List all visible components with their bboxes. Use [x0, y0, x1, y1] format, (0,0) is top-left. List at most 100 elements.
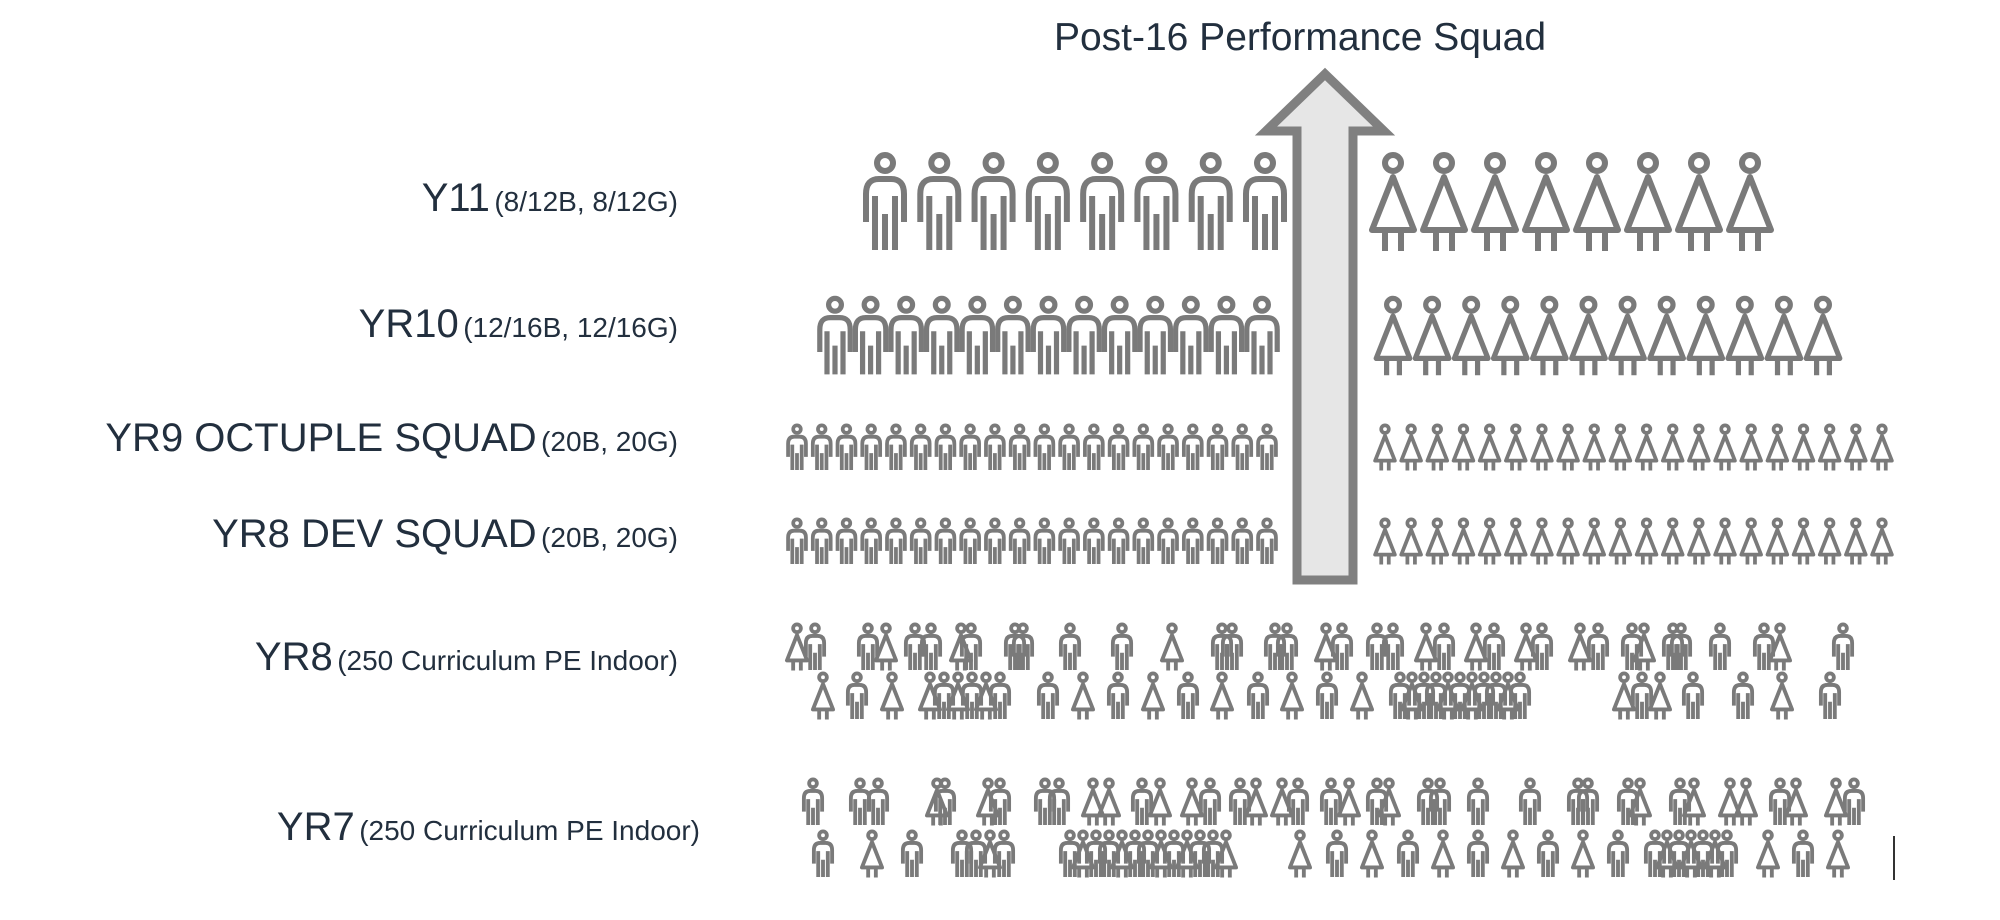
male-figure-icon	[995, 295, 1031, 375]
male-figure-icon	[786, 517, 808, 565]
male-figure-icon	[1668, 777, 1692, 826]
female-figure-icon	[1399, 517, 1423, 565]
male-figure-icon	[1176, 671, 1200, 720]
female-figure-icon	[1530, 423, 1554, 471]
female-figure-icon	[1631, 622, 1657, 671]
female-figure-icon	[1463, 622, 1489, 671]
male-figure-icon	[852, 295, 889, 375]
male-figure-icon	[1365, 777, 1389, 826]
female-figure-icon	[1495, 671, 1521, 720]
female-figure-icon	[1373, 295, 1413, 376]
male-figure-icon	[1388, 671, 1412, 720]
male-figure-icon	[1181, 423, 1204, 471]
male-figure-icon	[1162, 829, 1186, 878]
male-figure-icon	[1110, 622, 1134, 671]
male-figure-icon	[1424, 671, 1448, 720]
male-figure-icon	[1206, 517, 1229, 565]
text-cursor	[1893, 836, 1895, 880]
row-label-yr10: YR10 (12/16B, 12/16G)	[359, 304, 678, 344]
female-figure-icon	[1647, 671, 1673, 720]
male-figure-icon	[1448, 671, 1472, 720]
male-figure-icon	[885, 423, 907, 471]
row-detail: (250 Curriculum PE Indoor)	[359, 815, 700, 846]
female-figure-icon	[973, 671, 999, 720]
male-figure-icon	[1381, 622, 1405, 671]
female-figure-icon	[1070, 671, 1096, 720]
female-figure-icon	[1287, 829, 1313, 878]
female-figure-icon	[1420, 152, 1468, 251]
male-figure-icon	[1157, 517, 1179, 565]
male-figure-icon	[860, 517, 883, 565]
female-figure-icon	[1608, 295, 1647, 376]
row-detail: (8/12B, 8/12G)	[494, 186, 678, 217]
male-figure-icon	[933, 777, 957, 826]
female-figure-icon	[1678, 829, 1704, 878]
male-figure-icon	[1472, 671, 1496, 720]
male-figure-icon	[1058, 829, 1082, 878]
male-figure-icon	[801, 777, 825, 826]
female-figure-icon	[1765, 423, 1790, 471]
female-figure-icon	[1717, 777, 1743, 826]
male-figure-icon	[1011, 622, 1035, 671]
female-figure-icon	[1608, 517, 1633, 565]
row-label-yr9: YR9 OCTUPLE SQUAD (20B, 20G)	[105, 418, 678, 458]
male-figure-icon	[810, 517, 833, 565]
male-figure-icon	[1066, 295, 1102, 375]
female-figure-icon	[1582, 517, 1607, 565]
male-figure-icon	[1768, 777, 1792, 826]
male-figure-icon	[1030, 295, 1067, 375]
row-label-y11: Y11 (8/12B, 8/12G)	[422, 178, 678, 218]
male-figure-icon	[1275, 622, 1299, 671]
female-figure-icon	[1608, 423, 1633, 471]
male-figure-icon	[934, 423, 957, 471]
male-figure-icon	[1731, 671, 1755, 720]
male-figure-icon	[888, 295, 924, 375]
female-figure-icon	[1687, 423, 1711, 471]
male-figure-icon	[1231, 517, 1254, 565]
female-figure-icon	[1529, 295, 1569, 376]
male-figure-icon	[1530, 622, 1554, 671]
male-figure-icon	[1643, 829, 1667, 878]
female-figure-icon	[1490, 295, 1530, 376]
male-figure-icon	[1181, 517, 1204, 565]
female-figure-icon	[1500, 829, 1526, 878]
female-figure-icon	[1823, 777, 1849, 826]
female-figure-icon	[1399, 671, 1425, 720]
female-figure-icon	[1513, 622, 1539, 671]
male-figure-icon	[1484, 671, 1508, 720]
male-figure-icon	[1008, 423, 1031, 471]
female-figure-icon	[1713, 423, 1737, 471]
female-figure-icon	[810, 671, 836, 720]
male-figure-icon	[1428, 777, 1452, 826]
female-figure-icon	[1687, 517, 1711, 565]
male-figure-icon	[1134, 152, 1179, 250]
row-title: YR10	[358, 302, 459, 346]
male-figure-icon	[1206, 423, 1229, 471]
male-figure-icon	[1681, 671, 1705, 720]
female-figure-icon	[1359, 829, 1385, 878]
female-figure-icon	[1569, 295, 1608, 376]
female-figure-icon	[1243, 777, 1269, 826]
female-figure-icon	[1733, 777, 1759, 826]
female-figure-icon	[1477, 517, 1502, 565]
female-figure-icon	[1096, 777, 1122, 826]
male-figure-icon	[917, 152, 962, 250]
female-figure-icon	[879, 671, 905, 720]
female-figure-icon	[1213, 829, 1239, 878]
female-figure-icon	[1764, 295, 1804, 376]
male-figure-icon	[1263, 622, 1287, 671]
male-figure-icon	[1818, 671, 1842, 720]
female-figure-icon	[1624, 152, 1672, 251]
row-title: YR9 OCTUPLE SQUAD	[105, 416, 537, 460]
female-figure-icon	[1611, 671, 1637, 720]
female-figure-icon	[1504, 517, 1528, 565]
male-figure-icon	[934, 517, 957, 565]
male-figure-icon	[1791, 829, 1815, 878]
female-figure-icon	[1522, 152, 1570, 251]
male-figure-icon	[1033, 423, 1056, 471]
male-figure-icon	[1432, 622, 1456, 671]
male-figure-icon	[866, 777, 890, 826]
female-figure-icon	[975, 777, 1001, 826]
male-figure-icon	[1616, 777, 1640, 826]
